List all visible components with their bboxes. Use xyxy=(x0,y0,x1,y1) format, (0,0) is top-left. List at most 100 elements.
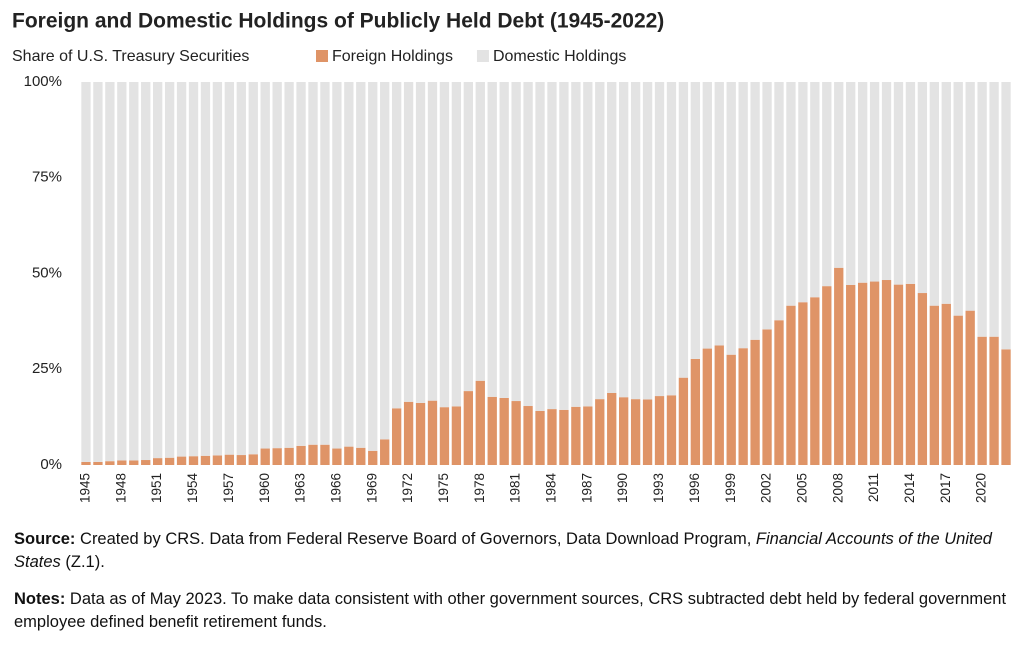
bar xyxy=(153,82,163,459)
bar xyxy=(320,444,330,465)
bar xyxy=(726,354,736,465)
x-tick-label: 1948 xyxy=(113,473,128,503)
x-tick-label: 1954 xyxy=(185,473,200,504)
bar xyxy=(284,447,294,465)
bar xyxy=(595,399,605,465)
bar xyxy=(415,82,426,403)
bar xyxy=(380,439,390,465)
bar xyxy=(188,82,199,457)
bar xyxy=(475,380,485,465)
bar xyxy=(200,455,211,465)
bar xyxy=(260,82,270,449)
bar xyxy=(834,267,844,465)
bar xyxy=(547,409,557,465)
bar xyxy=(762,329,772,465)
bar xyxy=(93,82,103,462)
bar xyxy=(260,448,270,465)
bar xyxy=(332,448,342,465)
bar xyxy=(248,82,258,455)
bar xyxy=(762,82,772,330)
chart: Foreign and Domestic Holdings of Publicl… xyxy=(12,10,1011,504)
bar xyxy=(224,82,235,455)
bar xyxy=(559,409,569,465)
bar xyxy=(583,82,593,407)
bar xyxy=(846,284,856,465)
bar xyxy=(738,348,748,465)
bar xyxy=(272,82,282,449)
notes: Notes: Data as of May 2023. To make data… xyxy=(14,588,1014,634)
x-tick-label: 1984 xyxy=(544,473,559,504)
bar xyxy=(224,454,235,465)
bar xyxy=(702,82,712,349)
bar xyxy=(1001,349,1011,465)
bar xyxy=(188,456,199,465)
x-tick-label: 1993 xyxy=(651,473,666,503)
y-axis-label: Share of U.S. Treasury Securities xyxy=(12,48,249,65)
notes-text: Data as of May 2023. To make data consis… xyxy=(14,590,1007,631)
bar xyxy=(403,401,414,465)
bar xyxy=(200,82,211,456)
bar xyxy=(810,297,820,465)
legend-swatch xyxy=(316,50,328,62)
bar xyxy=(523,82,533,407)
x-tick-label: 1960 xyxy=(257,473,272,503)
x-tick-label: 2014 xyxy=(902,473,917,504)
x-tick-label: 1975 xyxy=(436,473,451,503)
bar xyxy=(1001,82,1011,350)
bar xyxy=(630,82,641,400)
bar xyxy=(117,82,127,461)
bar xyxy=(153,458,163,465)
bar xyxy=(236,82,246,456)
bar xyxy=(726,82,736,355)
bar xyxy=(391,82,402,409)
bar xyxy=(523,406,533,465)
bar xyxy=(105,82,115,462)
bar xyxy=(475,82,485,381)
bar xyxy=(296,445,306,465)
bar xyxy=(93,461,103,465)
x-tick-label: 2017 xyxy=(938,473,953,503)
bar xyxy=(535,410,545,465)
bar xyxy=(965,310,975,465)
bar xyxy=(499,82,509,398)
x-tick-label: 2011 xyxy=(866,473,881,502)
bar xyxy=(344,446,354,465)
bar xyxy=(941,82,951,304)
x-tick-label: 1969 xyxy=(364,473,379,503)
bar xyxy=(368,82,378,451)
y-tick-label: 0% xyxy=(40,456,62,473)
bar xyxy=(941,303,951,465)
bar xyxy=(583,406,593,465)
source-text: (Z.1). xyxy=(60,553,105,571)
bar xyxy=(487,396,497,465)
bar xyxy=(846,82,856,285)
bar xyxy=(977,82,987,337)
legend-label: Domestic Holdings xyxy=(493,48,626,65)
bar xyxy=(212,82,223,456)
source-label: Source: xyxy=(14,530,76,548)
legend-swatch xyxy=(476,50,489,62)
bar xyxy=(642,82,653,400)
bar xyxy=(164,457,175,465)
bar xyxy=(439,82,450,408)
bar xyxy=(332,82,342,449)
bar xyxy=(511,82,521,402)
bar xyxy=(380,82,390,440)
bar xyxy=(881,82,892,281)
bar xyxy=(463,82,473,392)
bar xyxy=(798,302,808,465)
bar xyxy=(595,82,605,400)
bar xyxy=(176,456,187,465)
source-text: Created by CRS. Data from Federal Reserv… xyxy=(75,530,756,548)
x-tick-label: 1963 xyxy=(293,473,308,503)
bar xyxy=(822,286,832,465)
bar xyxy=(869,281,880,465)
bar xyxy=(881,280,892,465)
bar xyxy=(248,454,258,465)
bar xyxy=(714,345,724,465)
bar xyxy=(917,82,928,294)
x-tick-label: 1981 xyxy=(508,473,523,503)
bar xyxy=(487,82,497,397)
bar xyxy=(356,447,366,465)
y-tick-label: 75% xyxy=(32,169,62,186)
